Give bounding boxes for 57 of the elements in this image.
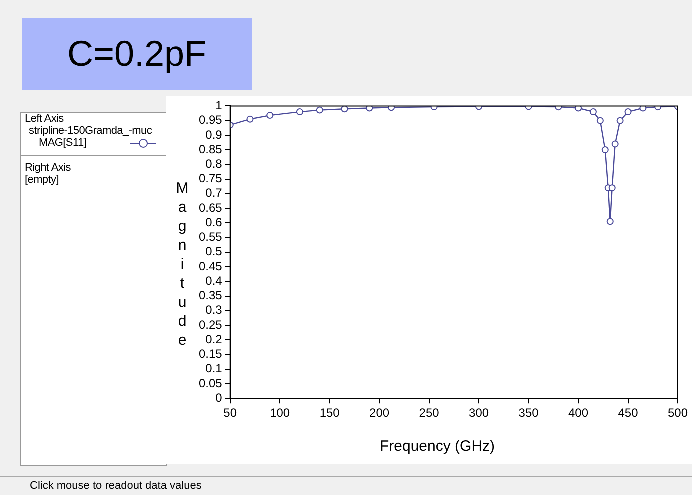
x-tick-label: 450 bbox=[618, 406, 639, 420]
point bbox=[296, 108, 304, 116]
y-tick-label: 0.2 bbox=[206, 332, 223, 346]
x-tick-label: 500 bbox=[668, 406, 688, 420]
x-axis-title: Frequency (GHz) bbox=[380, 438, 496, 455]
point bbox=[606, 218, 614, 226]
y-tick-label: 0.55 bbox=[198, 230, 223, 244]
x-tick-label: 300 bbox=[469, 406, 490, 420]
y-tick-label: 0.5 bbox=[206, 244, 223, 259]
point bbox=[602, 146, 609, 154]
x-tick-label: 350 bbox=[518, 406, 540, 420]
point bbox=[575, 106, 582, 112]
y-tick-label: 0.1 bbox=[206, 362, 223, 376]
y-tick-label: 0.7 bbox=[206, 186, 223, 200]
y-tick-label: 0.45 bbox=[198, 259, 223, 274]
point bbox=[608, 184, 616, 192]
text: MAG[S11] bbox=[39, 137, 87, 149]
point bbox=[624, 108, 632, 116]
y-tick-label: 0.05 bbox=[198, 376, 223, 390]
y-tick-label: 0.4 bbox=[206, 274, 223, 288]
point bbox=[640, 106, 647, 112]
y-tick-label: 0.3 bbox=[206, 303, 223, 318]
x-tick-label: 100 bbox=[270, 406, 290, 420]
y-tick-label: 0.9 bbox=[206, 128, 223, 142]
x-tick-label: 50 bbox=[224, 406, 238, 420]
text: stripline-150Gramda_-muc bbox=[28, 125, 154, 137]
point bbox=[316, 106, 324, 114]
x-tick-label: 250 bbox=[419, 406, 440, 420]
y-tick-label: 0.15 bbox=[198, 347, 223, 362]
text: Click mouse to readout data values bbox=[0, 476, 692, 495]
y-tick-label: 0 bbox=[216, 390, 223, 405]
x-tick-label: 200 bbox=[370, 406, 390, 420]
y-tick-label: 1 bbox=[216, 98, 223, 113]
point bbox=[612, 140, 619, 148]
x-tick-label: 150 bbox=[320, 406, 340, 420]
point bbox=[616, 117, 624, 124]
text: C=0.2pF bbox=[22, 18, 252, 90]
y-tick-label: 0.6 bbox=[206, 215, 223, 230]
y-axis-title: Magnitude bbox=[174, 180, 191, 351]
point bbox=[266, 112, 274, 120]
text: Left Axis bbox=[24, 113, 65, 125]
y-tick-label: 0.25 bbox=[198, 318, 223, 332]
y-tick-label: 0.75 bbox=[198, 172, 223, 186]
x-tick-label: 400 bbox=[568, 406, 589, 420]
text: Right Axis bbox=[24, 162, 72, 174]
y-tick-label: 0.65 bbox=[198, 200, 223, 215]
text: [empty] bbox=[24, 174, 60, 186]
point bbox=[246, 116, 254, 123]
point bbox=[590, 108, 597, 116]
y-tick-label: 0.35 bbox=[198, 288, 223, 303]
y-tick-label: 0.8 bbox=[206, 156, 223, 171]
point bbox=[388, 106, 396, 112]
point bbox=[366, 106, 374, 112]
y-tick-label: 0.85 bbox=[198, 142, 223, 156]
point bbox=[341, 106, 348, 113]
y-tick-label: 0.95 bbox=[198, 113, 223, 128]
point bbox=[596, 117, 604, 124]
